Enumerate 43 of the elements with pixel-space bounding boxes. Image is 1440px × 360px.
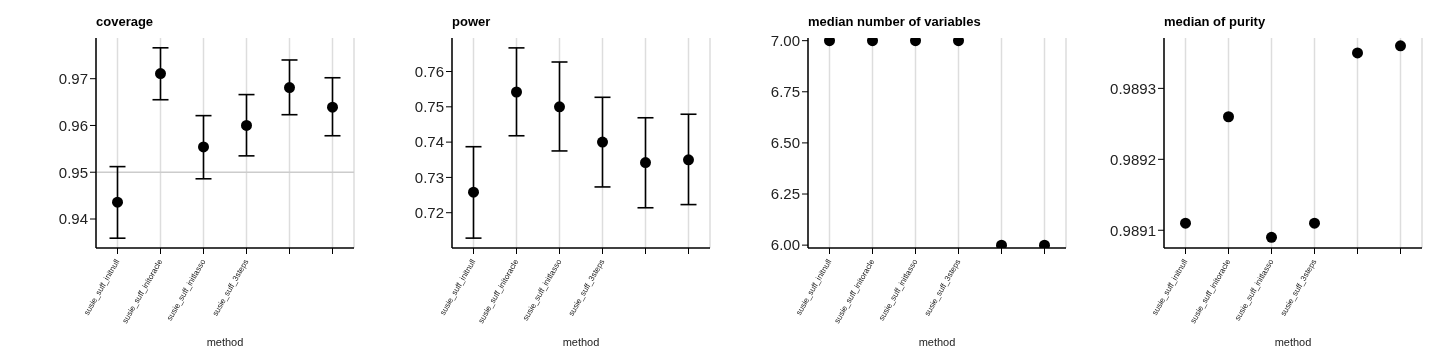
y-tick-label: 0.73: [414, 168, 444, 186]
y-tick-label: 0.72: [414, 204, 444, 222]
x-axis-title: method: [206, 336, 244, 348]
point: [511, 86, 522, 98]
point: [640, 157, 651, 169]
y-tick-label: 0.96: [58, 116, 88, 134]
x-axis-title: method: [918, 336, 956, 348]
point: [554, 101, 565, 113]
point: [284, 82, 295, 94]
y-tick-label: 0.94: [58, 210, 88, 228]
point: [241, 119, 252, 131]
point: [155, 68, 166, 80]
y-tick-label: 0.95: [58, 163, 88, 181]
y-tick-label: 7.00: [770, 31, 800, 49]
chart-title: power: [452, 14, 491, 29]
chart-title: coverage: [96, 14, 154, 29]
y-tick-label: 0.9892: [1110, 150, 1156, 168]
y-tick-label: 6.50: [770, 134, 800, 152]
point: [1180, 217, 1191, 229]
y-tick-label: 0.74: [414, 133, 444, 151]
y-tick-label: 0.9891: [1110, 221, 1156, 239]
y-tick-label: 6.25: [770, 185, 800, 203]
y-tick-label: 0.9893: [1110, 79, 1156, 97]
point: [1395, 40, 1406, 52]
chart-title: median of purity: [1164, 14, 1266, 29]
point: [1309, 217, 1320, 229]
x-axis-title: method: [562, 336, 600, 348]
y-tick-label: 0.97: [58, 70, 88, 88]
y-tick-label: 0.75: [414, 98, 444, 116]
point: [683, 154, 694, 166]
x-axis-title: method: [1274, 336, 1312, 348]
point: [112, 196, 123, 208]
point: [468, 186, 479, 198]
point: [198, 141, 209, 153]
point: [1352, 47, 1363, 59]
chart-title: median number of variables: [808, 14, 981, 29]
y-tick-label: 0.76: [414, 62, 444, 80]
y-tick-label: 6.00: [770, 236, 800, 254]
point: [597, 136, 608, 148]
y-tick-label: 6.75: [770, 83, 800, 101]
point: [1266, 231, 1277, 243]
point: [327, 101, 338, 113]
point: [1223, 111, 1234, 123]
